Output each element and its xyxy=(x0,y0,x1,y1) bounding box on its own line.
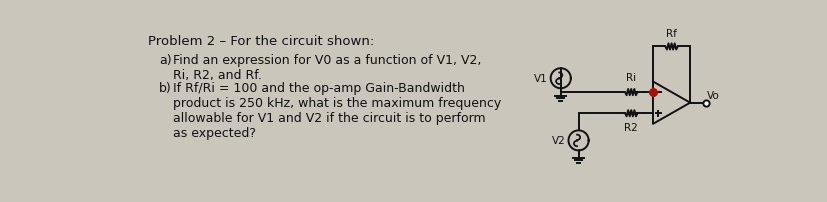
Text: Find an expression for V0 as a function of V1, V2,
Ri, R2, and Rf.: Find an expression for V0 as a function … xyxy=(173,53,481,81)
Text: If Rf/Ri = 100 and the op-amp Gain-Bandwidth
product is 250 kHz, what is the max: If Rf/Ri = 100 and the op-amp Gain-Bandw… xyxy=(173,82,501,139)
Text: Problem 2 – For the circuit shown:: Problem 2 – For the circuit shown: xyxy=(148,35,375,48)
Text: Vo: Vo xyxy=(706,90,719,100)
Text: a): a) xyxy=(159,53,172,66)
Text: Ri: Ri xyxy=(625,73,636,83)
Text: Rf: Rf xyxy=(666,29,676,39)
Text: V1: V1 xyxy=(533,74,547,84)
Text: V2: V2 xyxy=(551,136,565,146)
Text: b): b) xyxy=(159,82,172,95)
Text: R2: R2 xyxy=(624,123,638,133)
